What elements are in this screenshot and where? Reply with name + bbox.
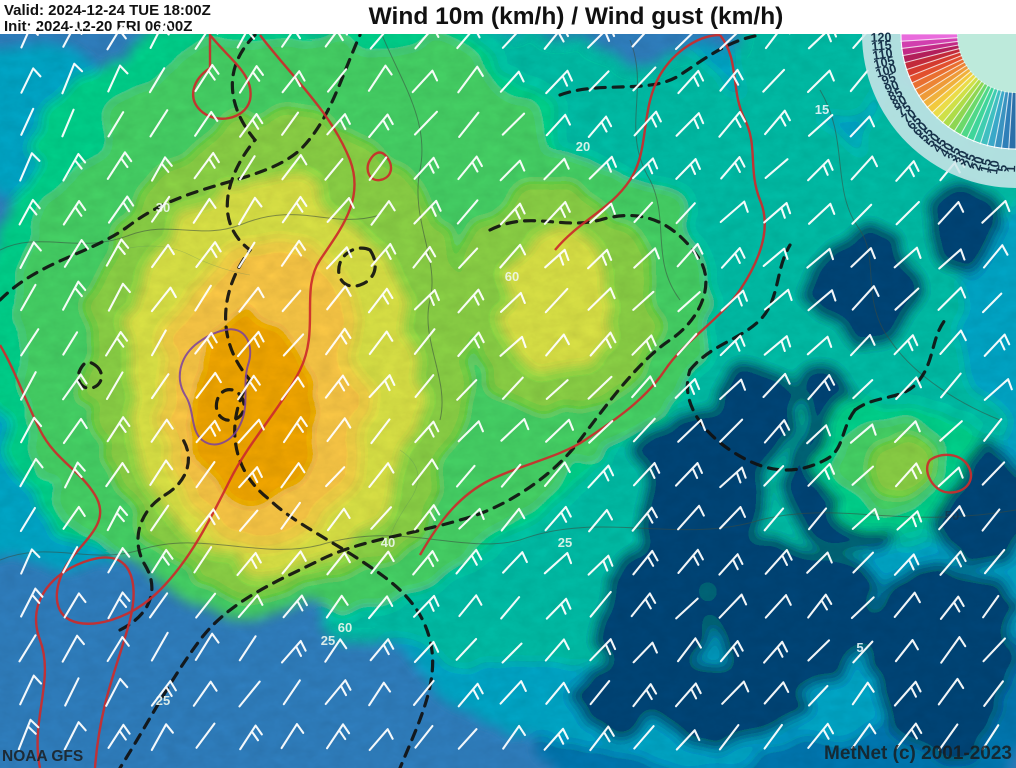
- svg-text:40: 40: [381, 535, 395, 550]
- svg-text:25: 25: [558, 535, 572, 550]
- svg-text:Wind 10m (km/h) / Wind gust (k: Wind 10m (km/h) / Wind gust (km/h): [369, 3, 784, 30]
- svg-text:1: 1: [1004, 165, 1016, 172]
- svg-text:60: 60: [338, 620, 352, 635]
- svg-text:25: 25: [321, 633, 335, 648]
- svg-text:NOAA GFS: NOAA GFS: [2, 748, 83, 765]
- svg-text:25: 25: [156, 693, 170, 708]
- svg-text:20: 20: [576, 139, 590, 154]
- svg-text:MetNet (c) 2001-2023: MetNet (c) 2001-2023: [824, 743, 1012, 764]
- svg-text:Valid: 2024-12-24 TUE 18:00Z: Valid: 2024-12-24 TUE 18:00Z: [4, 2, 211, 19]
- svg-text:15: 15: [815, 102, 829, 117]
- svg-text:60: 60: [505, 269, 519, 284]
